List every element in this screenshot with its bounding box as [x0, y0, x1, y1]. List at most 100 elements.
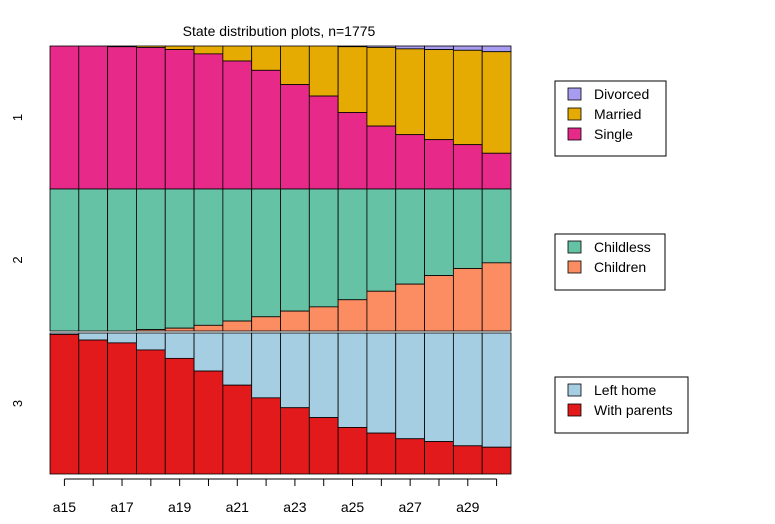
legend-label-divorced: Divorced	[594, 86, 649, 102]
legend-swatch-children	[567, 260, 582, 274]
bar-segment-single-a18	[136, 47, 166, 190]
bar-segment-married-a21	[222, 45, 253, 62]
bar-segment-married-a20	[193, 45, 224, 55]
bar-segment-with-parents-a20	[193, 370, 224, 475]
bar-segment-children-a21	[222, 320, 253, 332]
bar-segment-married-a26	[366, 47, 397, 127]
bar-segment-with-parents-a28	[424, 441, 454, 475]
bar-segment-with-parents-a23	[280, 407, 310, 475]
bar-segment-left-home-a20	[193, 332, 224, 372]
bar-segment-single-a15	[49, 45, 80, 190]
x-tick-label-a15: a15	[53, 499, 77, 515]
bar-segment-with-parents-a30	[481, 446, 512, 475]
x-tick-label-a23: a23	[283, 499, 307, 515]
legend-panel-2: Childless Children	[554, 233, 666, 291]
bar-segment-childless-a30	[481, 188, 512, 264]
bar-segment-children-a25	[337, 299, 368, 332]
bar-segment-childless-a24	[308, 188, 339, 308]
legend-panel-3: Left home With parents	[554, 376, 689, 434]
legend-swatch-divorced	[567, 87, 582, 101]
bar-segment-children-a22	[251, 316, 281, 332]
x-tick-label-a17: a17	[110, 499, 134, 515]
bar-segment-single-a16	[78, 45, 109, 190]
legends: Divorced Married Single Childless Children Le…	[554, 80, 689, 434]
bar-segment-children-a19	[164, 327, 195, 332]
bar-segment-single-a26	[366, 125, 397, 190]
bar-segment-married-a24	[308, 45, 339, 97]
legend-swatch-left-home	[567, 383, 582, 397]
legend-swatch-with-parents	[567, 403, 582, 417]
x-tick-label-a25: a25	[341, 499, 365, 515]
bar-segment-children-a26	[366, 290, 397, 332]
bar-segment-with-parents-a25	[337, 427, 368, 475]
bar-segment-with-parents-a18	[136, 349, 166, 475]
bar-segment-single-a21	[222, 60, 253, 190]
chart-title: State distribution plots, n=1775	[183, 23, 376, 39]
bar-segment-left-home-a28	[424, 332, 454, 442]
legend-label-married: Married	[594, 106, 641, 122]
bar-segment-left-home-a17	[107, 332, 137, 344]
bar-segment-married-a19	[164, 45, 195, 50]
bar-segment-left-home-a23	[280, 332, 310, 409]
legend-swatch-married	[567, 107, 582, 121]
bar-segment-single-a25	[337, 112, 368, 190]
bar-segment-single-a22	[251, 69, 281, 190]
bar-segment-single-a27	[395, 134, 425, 190]
bar-segment-single-a20	[193, 53, 224, 190]
bar-segment-left-home-a21	[222, 332, 253, 386]
x-tick-label-a29: a29	[456, 499, 480, 515]
bar-segment-childless-a17	[107, 188, 137, 332]
legend-label-childless: Childless	[594, 239, 651, 255]
bar-segment-single-a30	[481, 152, 512, 190]
x-tick-label-a21: a21	[226, 499, 250, 515]
bar-segment-childless-a15	[49, 188, 80, 332]
bar-segment-single-a29	[452, 144, 483, 190]
bar-segment-children-a29	[452, 268, 483, 332]
panel-2: 2	[10, 188, 512, 332]
bar-segment-childless-a21	[222, 188, 253, 322]
legend-label-children: Children	[594, 259, 646, 275]
bar-segment-childless-a26	[366, 188, 397, 292]
bar-segment-left-home-a25	[337, 332, 368, 428]
bar-segment-children-a30	[481, 262, 512, 332]
bar-segment-left-home-a19	[164, 332, 195, 359]
bar-segment-children-a27	[395, 283, 425, 332]
bar-segment-childless-a19	[164, 188, 195, 329]
bar-segment-married-a28	[424, 49, 454, 141]
bar-segment-with-parents-a24	[308, 417, 339, 475]
bar-segment-children-a23	[280, 310, 310, 332]
bar-segment-with-parents-a22	[251, 397, 281, 475]
panel-1: 1	[10, 45, 512, 190]
bar-segment-left-home-a27	[395, 332, 425, 440]
x-tick-label-a27: a27	[398, 499, 422, 515]
bar-segment-divorced-a28	[424, 45, 454, 50]
panels: 1 2 3	[10, 45, 512, 475]
bar-segment-left-home-a18	[136, 332, 166, 351]
bar-segment-childless-a22	[251, 188, 281, 318]
bar-segment-single-a19	[164, 49, 195, 190]
legend-label-single: Single	[594, 126, 633, 142]
bar-segment-left-home-a26	[366, 332, 397, 434]
bar-segment-married-a27	[395, 48, 425, 136]
bar-segment-childless-a25	[337, 188, 368, 301]
bar-segment-left-home-a24	[308, 332, 339, 418]
x-axis: a15 a17 a19 a21 a23 a25 a27 a29	[53, 478, 498, 515]
x-tick-label-a19: a19	[168, 499, 192, 515]
bar-segment-married-a29	[452, 49, 483, 146]
panel-label-2: 2	[10, 256, 25, 263]
bar-segment-divorced-a27	[395, 45, 425, 50]
bar-segment-married-a23	[280, 45, 310, 86]
bar-segment-left-home-a29	[452, 332, 483, 447]
bar-segment-with-parents-a27	[395, 438, 425, 475]
bar-segment-childless-a23	[280, 188, 310, 312]
bar-segment-children-a24	[308, 306, 339, 332]
bar-segment-left-home-a22	[251, 332, 281, 399]
bar-segment-left-home-a30	[481, 332, 512, 448]
bar-segment-divorced-a30	[481, 45, 512, 53]
legend-panel-1: Divorced Married Single	[554, 80, 667, 157]
panel-label-3: 3	[10, 400, 25, 407]
bar-segment-childless-a16	[78, 188, 109, 332]
legend-swatch-childless	[567, 240, 582, 254]
bar-segment-with-parents-a26	[366, 432, 397, 475]
